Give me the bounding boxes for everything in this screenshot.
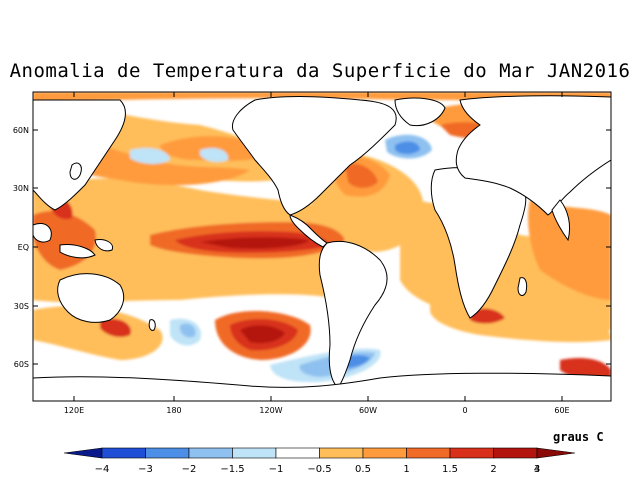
south-america <box>318 240 388 389</box>
colorbar-label: 3 <box>534 464 540 475</box>
north-america <box>231 96 397 216</box>
colorbar-cell <box>232 447 277 459</box>
colorbar-cell <box>493 447 538 459</box>
colorbar-label: 1 <box>403 464 409 475</box>
colorbar-cell <box>406 447 451 459</box>
colorbar-cell <box>449 447 494 459</box>
y-label-60s: 60S <box>14 360 29 369</box>
colorbar-cell <box>63 447 103 459</box>
colorbar-cell <box>188 447 233 459</box>
colorbar-label: −3 <box>138 464 153 475</box>
x-label-120w: 120W <box>259 406 282 415</box>
y-label-eq: EQ <box>18 243 29 252</box>
colorbar-label: −1 <box>269 464 284 475</box>
colorbar-label: 0.5 <box>355 464 371 475</box>
colorbar-label: 4 <box>534 464 540 475</box>
colorbar-cell <box>145 447 190 459</box>
colorbar-label: 2 <box>490 464 496 475</box>
colorbar-label: −0.5 <box>307 464 331 475</box>
colorbar-cell <box>275 447 320 459</box>
colorbar: −4 −3 −2 −1.5 −1 −0.5 0.5 1 1.5 2 34 <box>63 447 576 475</box>
colorbar-cell <box>362 447 407 459</box>
colorbar-cell <box>319 447 364 459</box>
colorbar-label: −4 <box>95 464 110 475</box>
x-label-180: 180 <box>166 406 181 415</box>
y-label-30n: 30N <box>13 184 29 193</box>
x-label-120e: 120E <box>64 406 84 415</box>
antarctica <box>33 372 611 401</box>
colorbar-label: 1.5 <box>442 464 458 475</box>
colorbar-unit-label: graus C <box>553 430 604 444</box>
map-title: Anomalia de Temperatura da Superficie do… <box>9 60 631 82</box>
australia <box>57 273 125 323</box>
x-axis <box>73 92 563 401</box>
colorbar-cell <box>536 447 576 459</box>
colorbar-cell <box>101 447 146 459</box>
x-label-60w: 60W <box>359 406 377 415</box>
y-label-60n: 60N <box>13 126 29 135</box>
colorbar-label: −2 <box>182 464 197 475</box>
y-label-30s: 30S <box>14 302 29 311</box>
colorbar-label: −1.5 <box>220 464 244 475</box>
y-axis <box>33 129 611 365</box>
x-label-0: 0 <box>462 406 467 415</box>
x-label-60e: 60E <box>554 406 569 415</box>
anomaly-field <box>33 92 611 401</box>
